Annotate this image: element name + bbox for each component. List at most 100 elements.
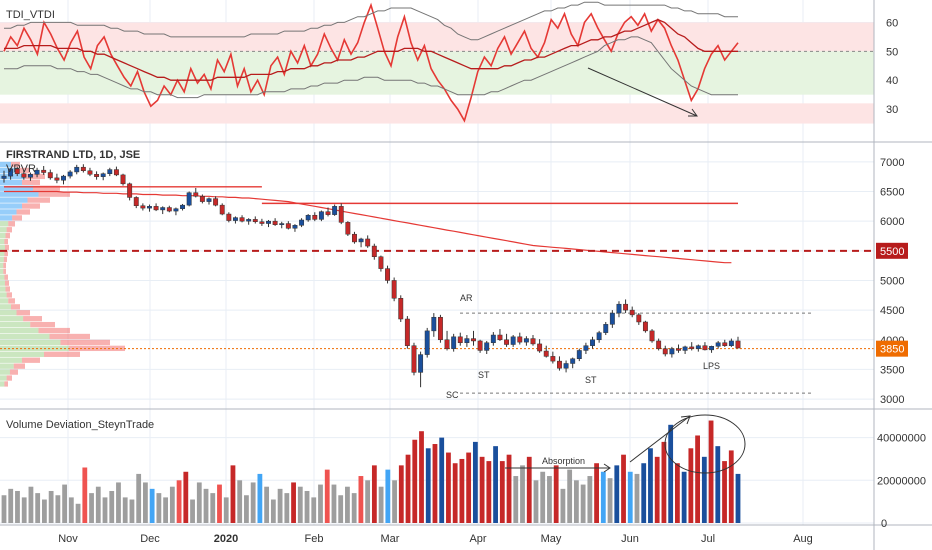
volume-bar: [1, 495, 7, 523]
volume-bar: [695, 435, 700, 523]
vpvr-bar: [0, 280, 5, 286]
volume-bar: [163, 497, 169, 523]
candle-body: [702, 345, 708, 351]
volume-bar: [472, 441, 478, 523]
volume-bar: [230, 465, 236, 523]
candle-body: [471, 338, 476, 342]
vpvr-bar: [22, 179, 40, 185]
vpvr-bar: [33, 185, 60, 191]
volume-bar: [28, 486, 34, 523]
volume-bar: [277, 488, 283, 523]
volume-bar: [412, 439, 418, 523]
candle-body: [722, 342, 728, 346]
candle-body: [226, 213, 232, 221]
price-tick-label: 5000: [880, 275, 904, 287]
vpvr-bar: [3, 262, 6, 269]
volume-bar: [378, 486, 384, 523]
candle-body: [213, 198, 219, 206]
candle-body: [642, 321, 648, 332]
volume-bar: [371, 465, 377, 523]
price-tick-label: 4500: [880, 305, 904, 317]
vpvr-bar: [0, 333, 50, 340]
annotation-sc: SC: [446, 390, 459, 400]
candle-body: [14, 168, 20, 174]
vpvr-bar: [0, 238, 5, 245]
vpvr-bar: [16, 310, 30, 316]
last-price-badge: [876, 340, 908, 357]
volume-bar: [735, 473, 741, 523]
volume-bar: [237, 480, 243, 523]
volume-bar: [210, 493, 216, 523]
vpvr-bar: [0, 256, 4, 263]
candle-body: [728, 340, 734, 346]
volume-bar: [149, 488, 155, 523]
candle-body: [34, 169, 40, 175]
vpvr-bar: [0, 179, 22, 185]
vpvr-bar: [13, 363, 25, 369]
volume-bar: [196, 482, 202, 523]
volume-bar: [452, 463, 458, 523]
candle-body: [193, 192, 199, 197]
tdi-lower-band: [0, 103, 874, 124]
candle-body: [695, 345, 701, 349]
candle-body: [147, 206, 152, 209]
candle-body: [127, 183, 133, 198]
annotation-ar: AR: [460, 293, 473, 303]
volume-bar: [520, 465, 525, 523]
candle-body: [246, 219, 252, 222]
volume-bar: [392, 480, 397, 523]
candle-body: [385, 268, 390, 281]
vpvr-bar: [12, 215, 22, 221]
volume-bar: [82, 467, 88, 523]
vpvr-bar: [0, 339, 61, 346]
volume-bar: [607, 478, 613, 523]
candle-body: [636, 314, 642, 323]
volume-title: Volume Deviation_SteynTrade: [6, 419, 154, 431]
candle-body: [47, 172, 53, 179]
price-tick-label: 3000: [880, 394, 904, 406]
candle-body: [186, 192, 192, 206]
level-5500-badge-text: 5500: [880, 246, 904, 258]
volume-bar: [648, 448, 653, 523]
candle-body: [318, 211, 324, 220]
candle-body: [735, 340, 741, 349]
volume-bar: [621, 454, 626, 523]
vpvr-bar: [0, 292, 7, 298]
volume-bar: [169, 486, 175, 523]
volume-bar: [540, 471, 546, 523]
annotation-lps: LPS: [703, 361, 720, 371]
vpvr-bar: [8, 221, 15, 227]
candle-body: [609, 312, 615, 325]
volume-bar: [203, 488, 209, 523]
volume-bar: [331, 484, 337, 523]
volume-bar: [594, 463, 599, 523]
vpvr-bar: [38, 191, 70, 197]
volume-bar: [513, 476, 519, 523]
volume-bar: [688, 448, 694, 523]
volume-bar: [661, 441, 667, 523]
vpvr-bar: [38, 327, 70, 334]
vpvr-bar: [0, 197, 28, 203]
candle-body: [424, 330, 430, 355]
volume-bar: [297, 486, 303, 523]
vpvr-bar: [4, 238, 8, 245]
volume-bar: [560, 488, 566, 523]
candle-body: [543, 350, 549, 357]
volume-bar: [270, 499, 276, 523]
candle-body: [669, 348, 675, 355]
candle-body: [305, 214, 311, 221]
vpvr-bar: [0, 161, 11, 168]
volume-bar: [385, 469, 391, 523]
candle-body: [21, 173, 27, 178]
tdi-tick-label: 60: [886, 17, 898, 29]
vpvr-bar: [0, 321, 31, 328]
tdi-lower-volatility-line: [4, 36, 738, 99]
candle-body: [299, 219, 305, 226]
volume-bar: [48, 490, 54, 523]
vpvr-bar: [23, 316, 42, 322]
price-panel: FIRSTRAND LTD, 1D, JSE VPVR AR ST ST SC …: [0, 149, 874, 400]
vpvr-bar: [0, 227, 7, 233]
candle-body: [418, 354, 424, 373]
vpvr-bar: [3, 256, 7, 263]
